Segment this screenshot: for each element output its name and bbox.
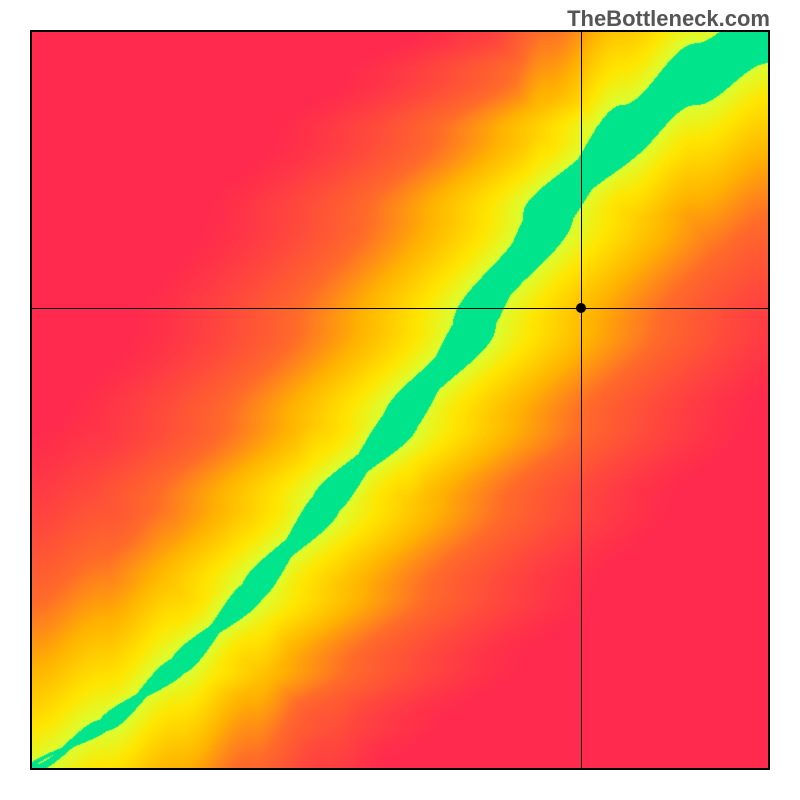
crosshair-vertical: [581, 30, 582, 770]
bottleneck-heatmap: [30, 30, 770, 770]
heatmap-canvas: [30, 30, 770, 770]
watermark-text: TheBottleneck.com: [567, 6, 770, 32]
marker-dot: [576, 303, 586, 313]
crosshair-horizontal: [30, 308, 770, 309]
